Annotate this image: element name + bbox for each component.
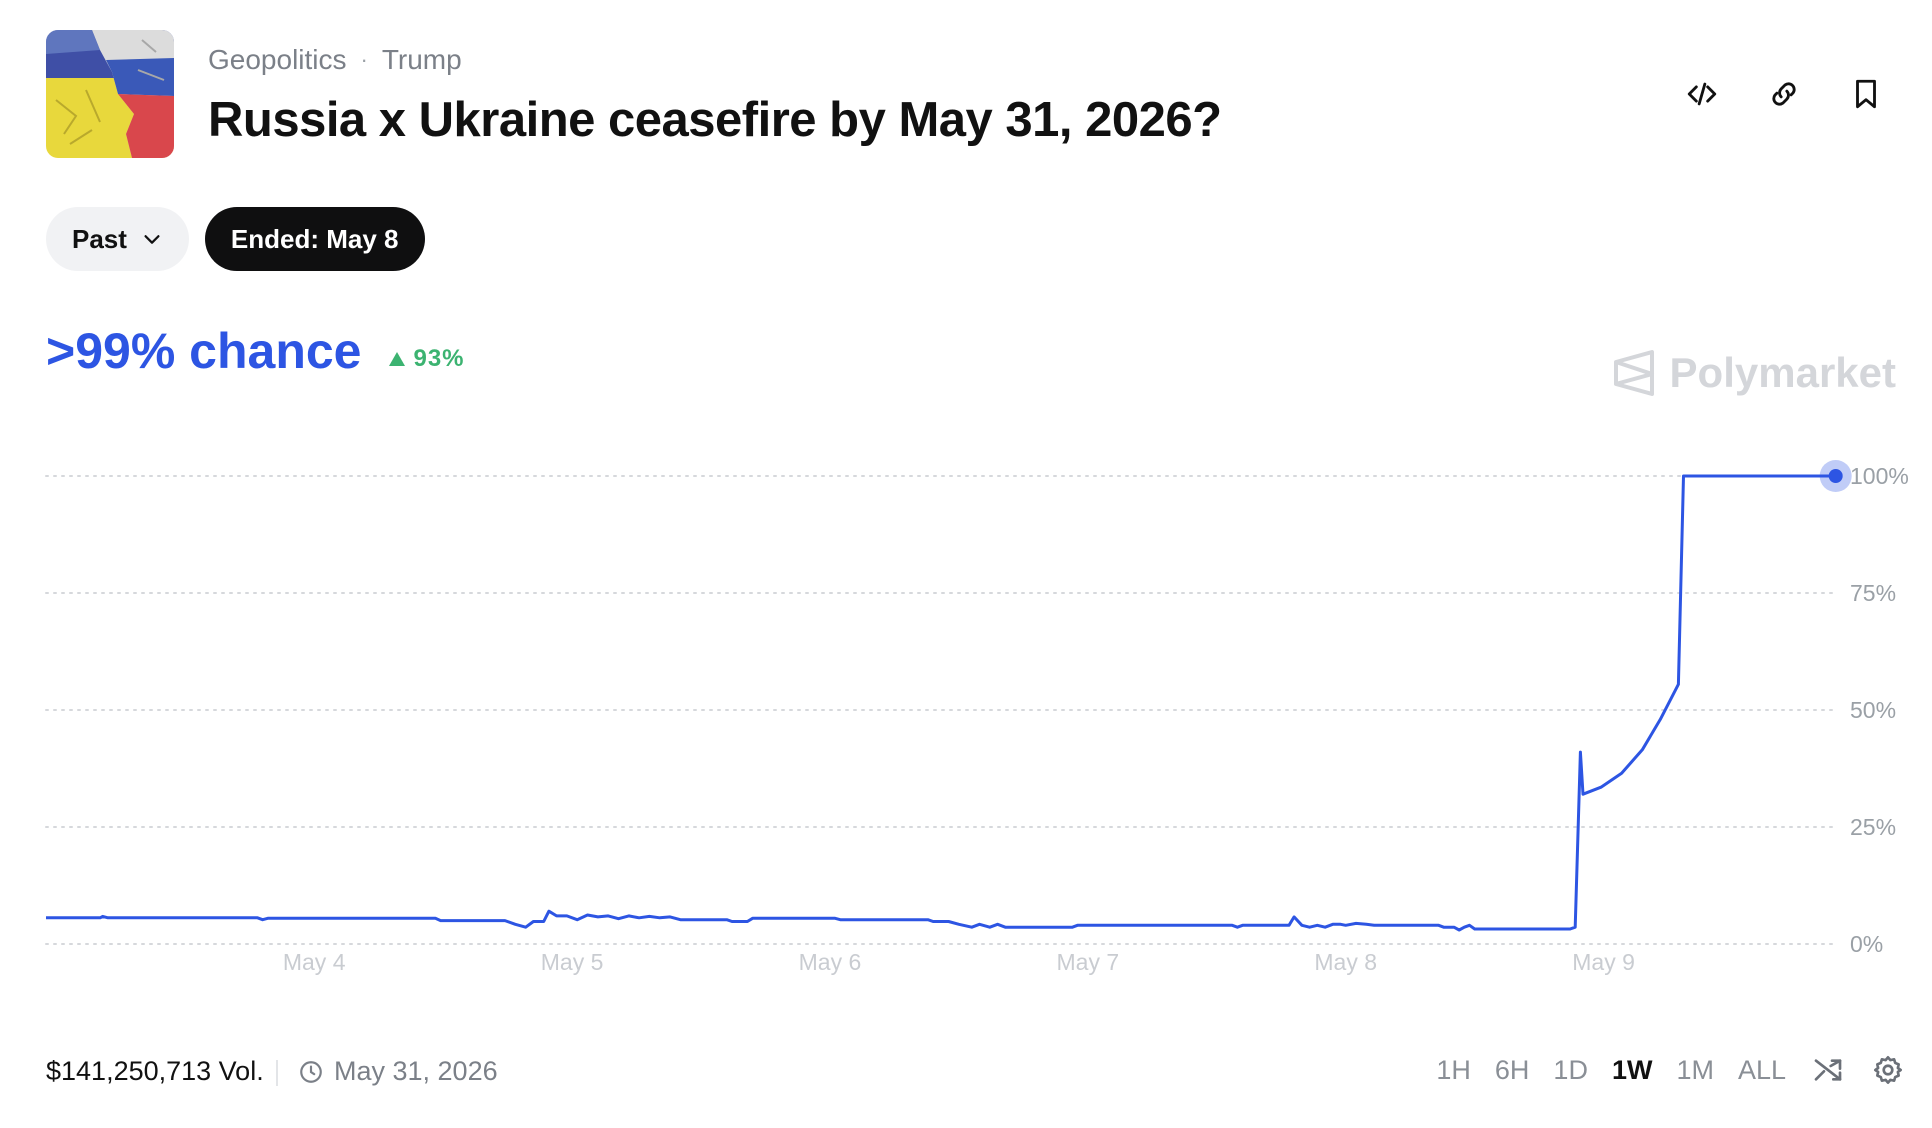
chance-change-value: 93% bbox=[413, 345, 465, 372]
x-tick-label: May 6 bbox=[799, 949, 862, 975]
shuffle-icon[interactable] bbox=[1810, 1052, 1846, 1088]
market-title: Russia x Ukraine ceasefire by May 31, 20… bbox=[208, 93, 1222, 147]
end-date: May 31, 2026 bbox=[298, 1056, 498, 1087]
chart-footer: $141,250,713 Vol. May 31, 2026 1H 6H 1D … bbox=[46, 1052, 1906, 1096]
settings-gear-icon[interactable] bbox=[1870, 1052, 1906, 1088]
range-1d[interactable]: 1D bbox=[1553, 1054, 1588, 1085]
footer-divider bbox=[276, 1060, 278, 1086]
filter-pills: Past Ended: May 8 bbox=[46, 207, 425, 271]
y-tick-label: 25% bbox=[1850, 814, 1896, 840]
chart-grid bbox=[45, 475, 1837, 945]
header-actions bbox=[1684, 76, 1884, 112]
y-tick-label: 0% bbox=[1850, 931, 1883, 957]
x-tick-label: May 8 bbox=[1314, 949, 1377, 975]
brand-watermark: Polymarket bbox=[1612, 348, 1896, 398]
market-header: Geopolitics · Trump Russia x Ukraine cea… bbox=[46, 30, 1896, 160]
chevron-down-icon bbox=[144, 235, 160, 244]
x-tick-label: May 4 bbox=[283, 949, 346, 975]
price-series bbox=[46, 460, 1852, 932]
range-all[interactable]: ALL bbox=[1737, 1054, 1786, 1085]
chance-change: 93% bbox=[387, 345, 464, 373]
bookmark-icon[interactable] bbox=[1848, 76, 1884, 112]
clock-icon bbox=[300, 1060, 322, 1083]
range-1h[interactable]: 1H bbox=[1436, 1054, 1471, 1085]
breadcrumb-separator: · bbox=[360, 47, 368, 72]
triangle-up-icon bbox=[389, 352, 406, 366]
breadcrumb-tag[interactable]: Trump bbox=[381, 44, 462, 75]
past-dropdown-label: Past bbox=[72, 223, 127, 254]
x-tick-label: May 7 bbox=[1057, 949, 1120, 975]
flags-image bbox=[46, 30, 174, 158]
y-tick-label: 75% bbox=[1850, 580, 1896, 606]
range-1m[interactable]: 1M bbox=[1676, 1054, 1714, 1085]
x-axis-ticks: May 4 May 5 May 6 May 7 May 8 May 9 bbox=[283, 949, 1635, 975]
embed-code-icon[interactable] bbox=[1684, 76, 1720, 112]
x-tick-label: May 9 bbox=[1572, 949, 1635, 975]
ended-date-button[interactable]: Ended: May 8 bbox=[204, 207, 425, 271]
price-chart: 0%25%50%75%100% May 4 May 5 May 6 May 7 May … bbox=[45, 460, 1909, 975]
chance-value: >99% chance bbox=[46, 323, 362, 379]
link-icon[interactable] bbox=[1766, 76, 1802, 112]
range-6h[interactable]: 6H bbox=[1494, 1054, 1530, 1085]
series-line bbox=[46, 474, 1836, 932]
brand-name: Polymarket bbox=[1669, 349, 1896, 396]
ended-date-label: Ended: May 8 bbox=[230, 223, 399, 254]
end-date-value: May 31, 2026 bbox=[334, 1056, 498, 1086]
market-thumbnail bbox=[46, 30, 174, 158]
y-axis-ticks: 0% 25% 50% 75% 100% bbox=[1850, 463, 1909, 957]
range-1w[interactable]: 1W bbox=[1611, 1054, 1653, 1085]
chance-summary: >99% chance 93% bbox=[46, 322, 465, 380]
past-dropdown[interactable]: Past bbox=[46, 207, 189, 271]
last-point-marker bbox=[1828, 469, 1843, 483]
y-tick-label: 50% bbox=[1850, 697, 1896, 723]
breadcrumb-category[interactable]: Geopolitics bbox=[208, 44, 347, 75]
time-range-selector: 1H 6H 1D 1W 1M ALL bbox=[1436, 1052, 1906, 1088]
breadcrumb: Geopolitics · Trump bbox=[208, 44, 462, 76]
polymarket-logo-icon bbox=[1613, 350, 1654, 396]
x-tick-label: May 5 bbox=[541, 949, 604, 975]
y-tick-label: 100% bbox=[1850, 463, 1909, 489]
volume-label: $141,250,713 Vol. bbox=[46, 1056, 264, 1086]
